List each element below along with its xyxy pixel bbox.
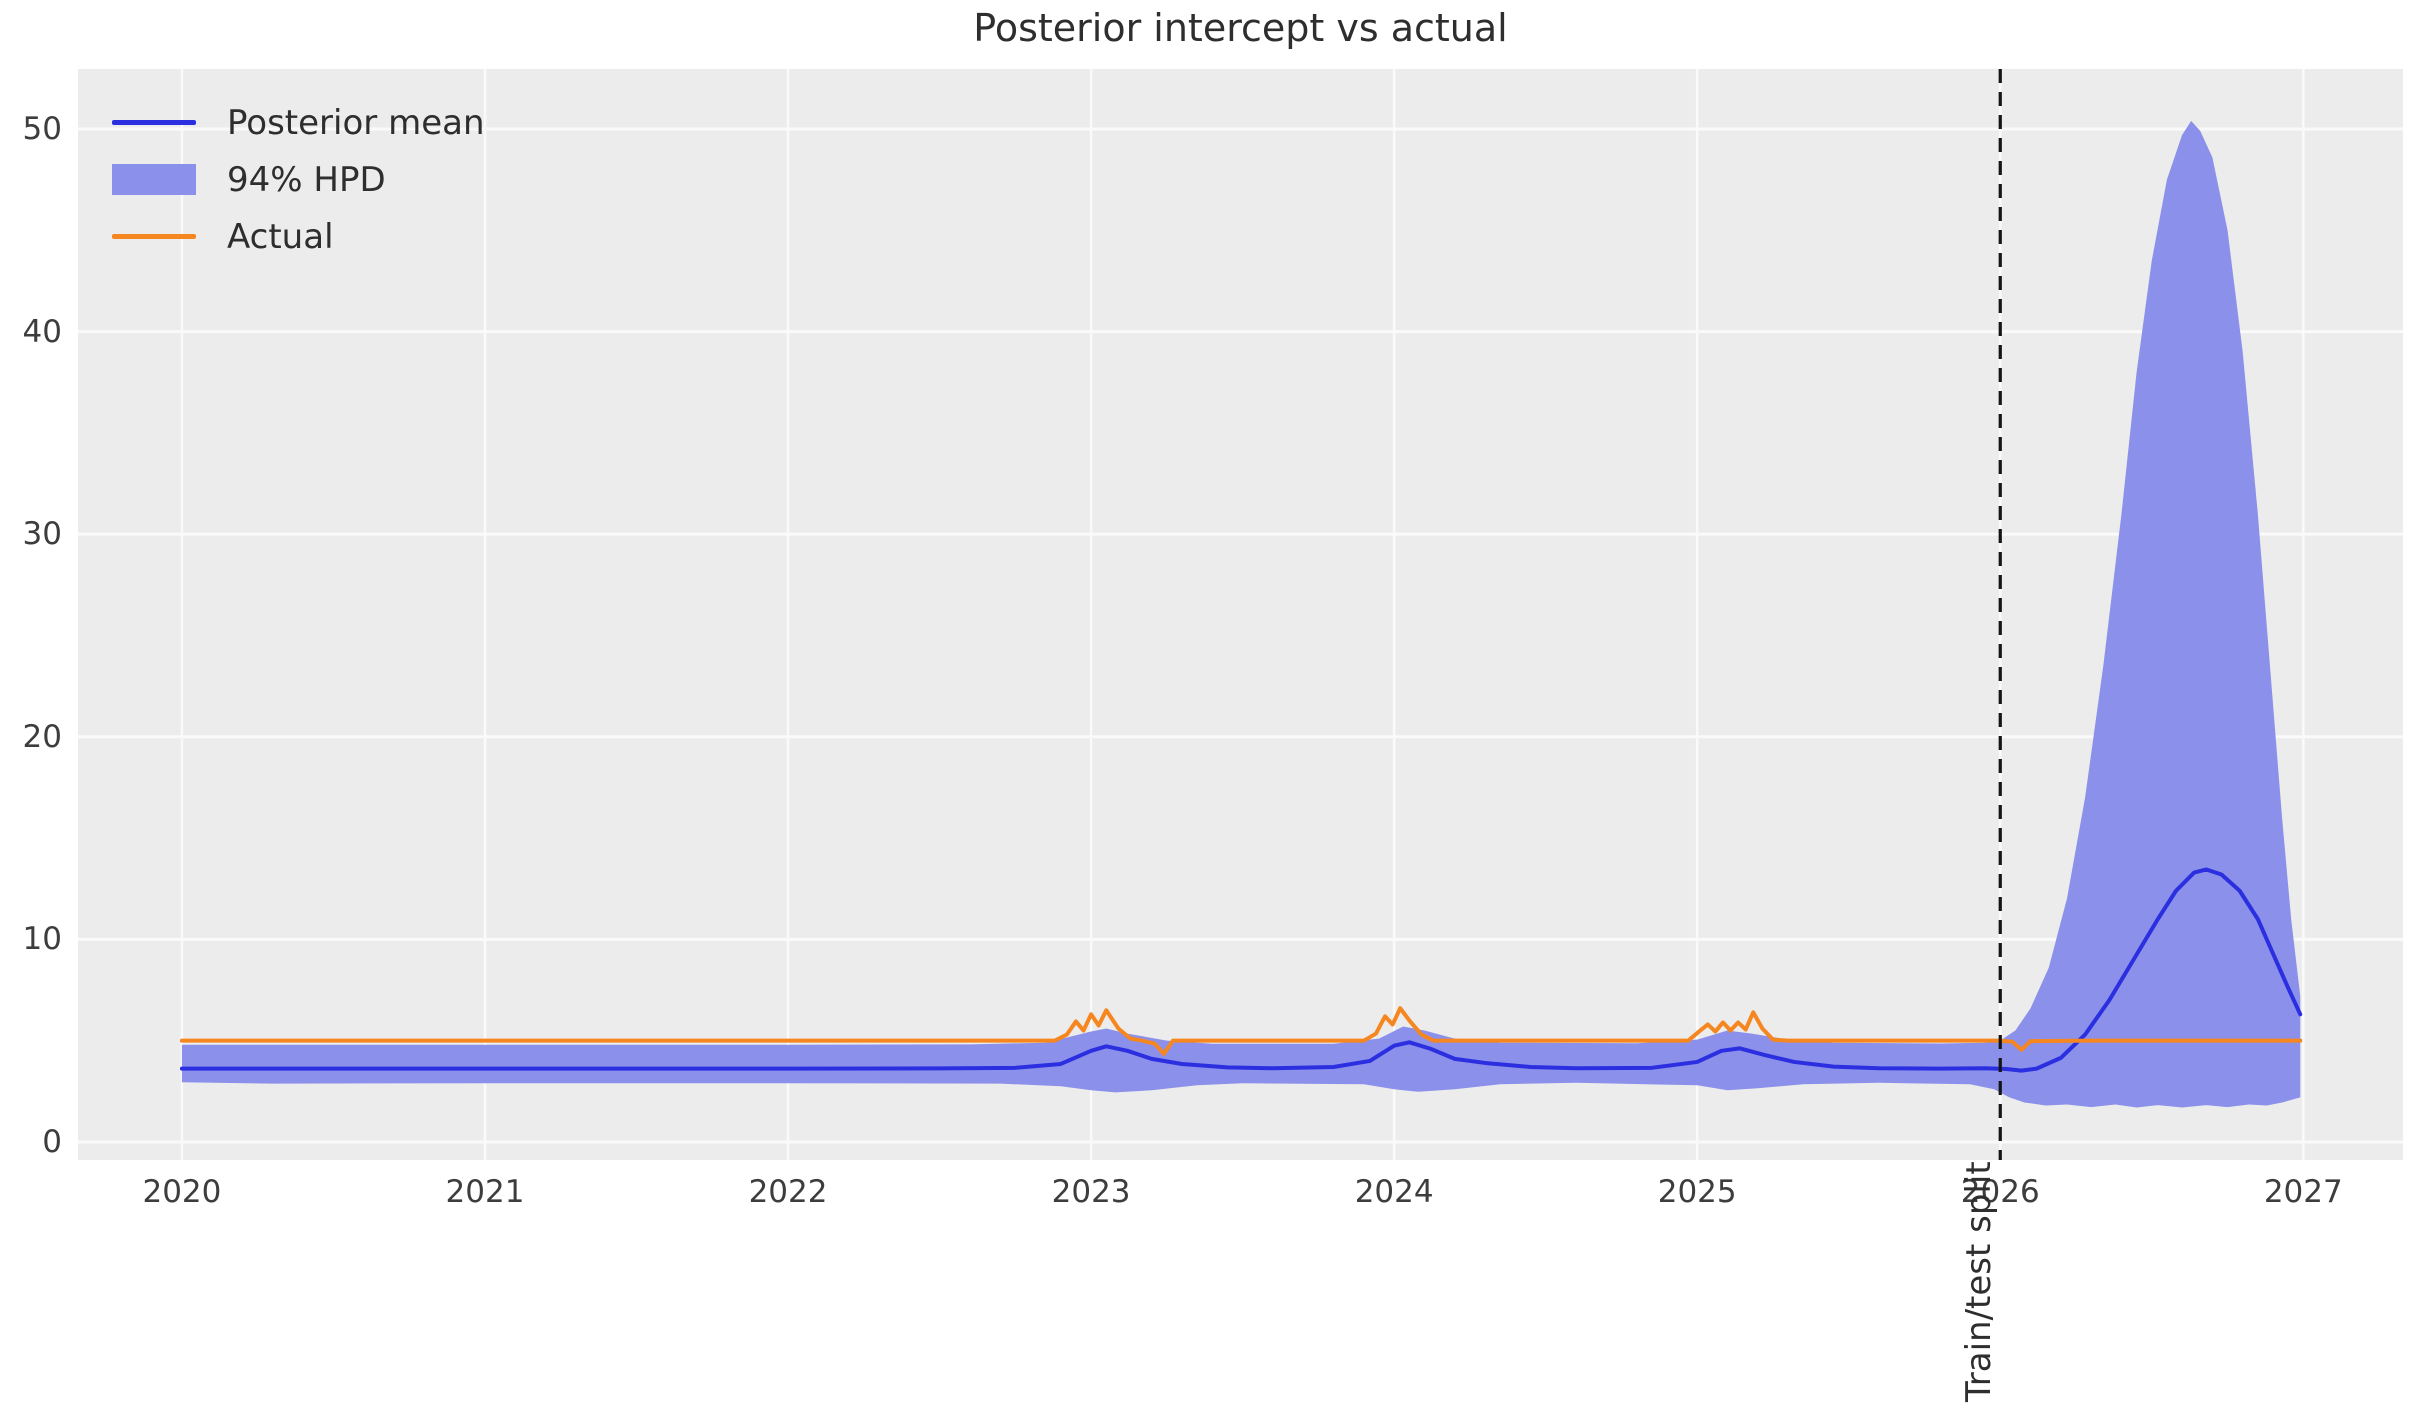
hpd-band	[181, 120, 2301, 1108]
legend-item-posterior-mean: Posterior mean	[112, 94, 485, 151]
x-tick-label-2020: 2020	[142, 1174, 222, 1210]
posterior-mean-line	[179, 867, 2303, 1073]
x-tick-label-2023: 2023	[1051, 1174, 1131, 1210]
y-tick-label-0: 0	[42, 1123, 62, 1160]
y-tick-label-50: 50	[22, 110, 62, 147]
x-tick-label-2025: 2025	[1657, 1174, 1737, 1210]
x-tick-label-2021: 2021	[445, 1174, 525, 1210]
actual-line-swatch	[112, 234, 196, 239]
y-tick-label-10: 10	[22, 921, 62, 958]
posterior-mean-line-swatch	[112, 120, 196, 125]
legend: Posterior mean 94% HPD Actual	[112, 94, 485, 265]
x-tick-label-2022: 2022	[748, 1174, 828, 1210]
y-tick-label-40: 40	[22, 313, 62, 350]
actual-line	[179, 1006, 2303, 1056]
legend-label-actual: Actual	[227, 216, 334, 257]
x-tick-label-2024: 2024	[1354, 1174, 1434, 1210]
legend-item-actual: Actual	[112, 208, 485, 265]
y-tick-label-20: 20	[22, 718, 62, 755]
y-tick-label-30: 30	[22, 516, 62, 553]
legend-label-hpd: 94% HPD	[227, 159, 386, 200]
x-tick-label-2026: 2026	[1960, 1174, 2040, 1210]
chart-title: Posterior intercept vs actual	[973, 6, 1508, 50]
plot-area	[78, 69, 2403, 1160]
hpd-band-swatch	[112, 164, 196, 195]
legend-item-hpd: 94% HPD	[112, 151, 485, 208]
plot-canvas	[78, 69, 2403, 1160]
legend-label-posterior-mean: Posterior mean	[227, 102, 485, 143]
x-tick-label-2027: 2027	[2263, 1174, 2343, 1210]
